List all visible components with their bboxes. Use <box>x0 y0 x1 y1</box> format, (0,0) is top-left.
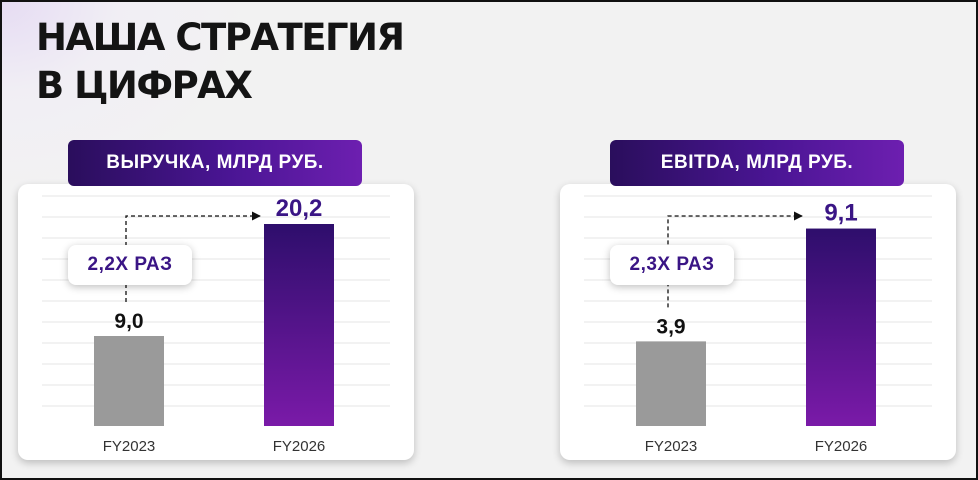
revenue-bar-fy2026 <box>264 224 334 426</box>
revenue-chart-title: ВЫРУЧКА, МЛРД РУБ. <box>68 140 362 186</box>
ebitda-value-label-fy2023: 3,9 <box>656 315 685 338</box>
ebitda-chart-title: EBITDA, МЛРД РУБ. <box>610 140 904 186</box>
revenue-category-label-fy2026: FY2026 <box>273 438 326 455</box>
ebitda-category-label-fy2023: FY2023 <box>645 438 698 455</box>
page-title: НАША СТРАТЕГИЯ В ЦИФРАХ <box>36 14 456 110</box>
page-title-line-2: В ЦИФРАХ <box>36 64 253 107</box>
revenue-multiplier-badge: 2,2Х РАЗ <box>68 245 192 285</box>
revenue-bar-fy2023 <box>94 336 164 426</box>
ebitda-bar-chart: 3,9 FY2023 9,1 FY2026 <box>584 195 932 455</box>
revenue-value-label-fy2023: 9,0 <box>114 310 143 333</box>
ebitda-bar-fy2023 <box>636 341 706 426</box>
ebitda-multiplier-badge: 2,3Х РАЗ <box>610 245 734 285</box>
ebitda-value-label-fy2026: 9,1 <box>824 200 857 227</box>
revenue-category-label-fy2023: FY2023 <box>103 438 156 455</box>
ebitda-bar-fy2026 <box>806 228 876 426</box>
revenue-bar-chart: 9,0 FY2023 20,2 FY2026 <box>42 195 390 455</box>
revenue-value-label-fy2026: 20,2 <box>276 195 323 222</box>
page-title-line-1: НАША СТРАТЕГИЯ <box>36 16 405 59</box>
ebitda-category-label-fy2026: FY2026 <box>815 438 868 455</box>
